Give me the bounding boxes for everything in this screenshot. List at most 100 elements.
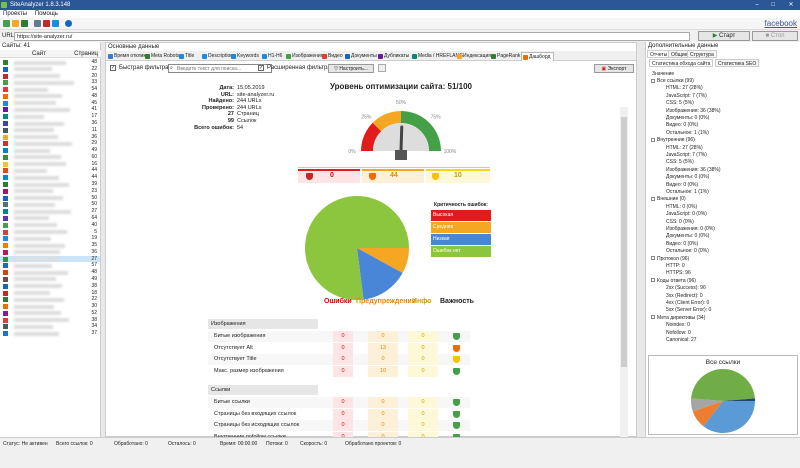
close-button[interactable]: ✕ (788, 2, 794, 8)
site-row[interactable]: 48 (0, 93, 100, 100)
collapse-icon[interactable] (651, 278, 655, 283)
tree-leaf[interactable]: CSS: 5 (5%) (666, 100, 694, 107)
site-row[interactable]: 11 (0, 127, 100, 134)
site-row[interactable]: 41 (0, 106, 100, 113)
site-row[interactable]: 39 (0, 181, 100, 188)
site-row[interactable]: 22 (0, 296, 100, 303)
folder-icon[interactable] (12, 20, 19, 27)
tree-leaf[interactable]: Видео: 0 (0%) (666, 182, 698, 189)
site-row[interactable]: 18 (0, 290, 100, 297)
delete-icon[interactable] (43, 20, 50, 27)
site-row[interactable]: 50 (0, 195, 100, 202)
tab-4[interactable]: Keywords (230, 52, 260, 61)
tab-5[interactable]: H1-H6 (261, 52, 284, 61)
collapse-icon[interactable] (651, 197, 655, 202)
quick-filter-input[interactable]: ⌕ Введите текст для поиска... (168, 64, 272, 73)
site-row[interactable]: 17 (0, 113, 100, 120)
site-row[interactable]: 22 (0, 66, 100, 73)
menu-projects[interactable]: Проекты (3, 11, 28, 17)
site-row[interactable]: 35 (0, 242, 100, 249)
site-row[interactable]: 64 (0, 215, 100, 222)
tree-leaf[interactable]: HTML: 27 (28%) (666, 85, 703, 92)
site-row[interactable]: 38 (0, 317, 100, 324)
tree-leaf[interactable]: HTTPS: 96 (666, 270, 691, 277)
site-row[interactable]: 36 (0, 249, 100, 256)
settings-icon[interactable] (34, 20, 41, 27)
right-splitter[interactable] (637, 42, 645, 437)
site-row[interactable]: 27 (0, 208, 100, 215)
tree-leaf[interactable]: 3xx (Redirect): 0 (666, 293, 703, 300)
tab-structure[interactable]: Структура (687, 50, 717, 58)
tab-10[interactable]: Media / HREFLANG (411, 52, 463, 61)
tree-leaf[interactable]: Остальное: 0 (0%) (666, 248, 709, 255)
site-row[interactable]: 57 (0, 262, 100, 269)
site-row[interactable]: 45 (0, 100, 100, 107)
site-row[interactable]: 49 (0, 147, 100, 154)
filter-clear-icon[interactable] (378, 64, 386, 72)
site-row[interactable]: 36 (0, 120, 100, 127)
table-row[interactable]: Битые ссылки 0 0 0 (208, 397, 470, 408)
tree-leaf[interactable]: Изображения: 36 (38%) (666, 108, 721, 115)
tab-7[interactable]: Видео (321, 52, 343, 61)
site-row[interactable]: 52 (0, 310, 100, 317)
tree-leaf[interactable]: JavaScript: 0 (0%) (666, 211, 707, 218)
tree-leaf[interactable]: 2xx (Success): 96 (666, 285, 706, 292)
site-row[interactable]: 29 (0, 140, 100, 147)
tree-leaf[interactable]: Изображения: 0 (0%) (666, 226, 715, 233)
table-row[interactable]: Страницы без исходящих ссылок 0 0 0 (208, 420, 470, 431)
tab-13[interactable]: Дашборд (521, 52, 554, 61)
site-row[interactable]: 30 (0, 303, 100, 310)
tree-leaf[interactable]: Остальное: 1 (1%) (666, 189, 709, 196)
site-row[interactable]: 44 (0, 167, 100, 174)
tab-11[interactable]: Индексация (456, 52, 491, 61)
table-row[interactable]: Отсутствует Title 0 0 0 (208, 354, 470, 365)
tree-leaf[interactable]: CSS: 0 (0%) (666, 219, 694, 226)
site-row[interactable]: 19 (0, 235, 100, 242)
quick-filter-checkbox[interactable]: ✓ (110, 65, 116, 71)
tree-node[interactable]: Все ссылки (99) (651, 78, 694, 85)
scroll-thumb[interactable] (621, 117, 627, 367)
site-row[interactable]: 48 (0, 269, 100, 276)
tree-leaf[interactable]: Nofollow: 0 (666, 330, 691, 337)
tree-leaf[interactable]: JavaScript: 7 (7%) (666, 152, 707, 159)
extended-filter-checkbox[interactable]: ✓ (258, 65, 264, 71)
col-site[interactable]: Сайт (32, 51, 46, 57)
tree-leaf[interactable]: HTML: 0 (0%) (666, 204, 697, 211)
col-pages[interactable]: Страниц (74, 51, 98, 57)
table-row[interactable]: Макс. размер изображения 0 10 0 (208, 365, 470, 377)
tree-leaf[interactable]: Видео: 0 (0%) (666, 241, 698, 248)
tab-1[interactable]: Meta Robots (144, 52, 179, 61)
site-row[interactable]: 37 (0, 330, 100, 337)
tree-leaf[interactable]: Документы: 0 (0%) (666, 174, 709, 181)
collapse-icon[interactable] (651, 137, 655, 142)
tree-leaf[interactable]: Изображения: 36 (38%) (666, 167, 721, 174)
site-row[interactable]: 49 (0, 276, 100, 283)
maximize-button[interactable]: □ (771, 2, 775, 8)
tree-leaf[interactable]: CSS: 5 (5%) (666, 159, 694, 166)
tab-2[interactable]: Title (178, 52, 200, 61)
table-row[interactable]: Страницы без входящих ссылок 0 0 0 (208, 408, 470, 420)
collapse-icon[interactable] (651, 78, 655, 83)
facebook-link[interactable]: facebook (764, 19, 797, 28)
tree-node[interactable]: Мета директивы (34) (651, 315, 705, 322)
tab-reports[interactable]: Отчеты (647, 50, 671, 58)
site-row[interactable]: 33 (0, 79, 100, 86)
tab-8[interactable]: Документы (344, 52, 377, 61)
subtab-crawl-stats[interactable]: Статистика обхода сайта (649, 59, 714, 67)
grid-icon[interactable] (52, 20, 59, 27)
url-input[interactable]: https://site-analyzer.ru/ (14, 32, 690, 41)
tab-12[interactable]: PageRank (490, 52, 520, 61)
info-icon[interactable] (65, 20, 72, 27)
tree-node[interactable]: Протокол (96) (651, 256, 689, 263)
configure-button[interactable]: ▽ Настроить... (328, 64, 374, 73)
collapse-icon[interactable] (651, 256, 655, 261)
tree-leaf[interactable]: 4xx (Client Error): 0 (666, 300, 709, 307)
minimize-button[interactable]: – (755, 2, 759, 8)
site-row[interactable]: 16 (0, 161, 100, 168)
site-row[interactable]: 23 (0, 188, 100, 195)
tree-leaf[interactable]: HTML: 27 (28%) (666, 145, 703, 152)
site-row[interactable]: 38 (0, 283, 100, 290)
site-row[interactable]: 44 (0, 174, 100, 181)
tree-node[interactable]: Внешние (0) (651, 196, 686, 203)
site-row[interactable]: 50 (0, 201, 100, 208)
